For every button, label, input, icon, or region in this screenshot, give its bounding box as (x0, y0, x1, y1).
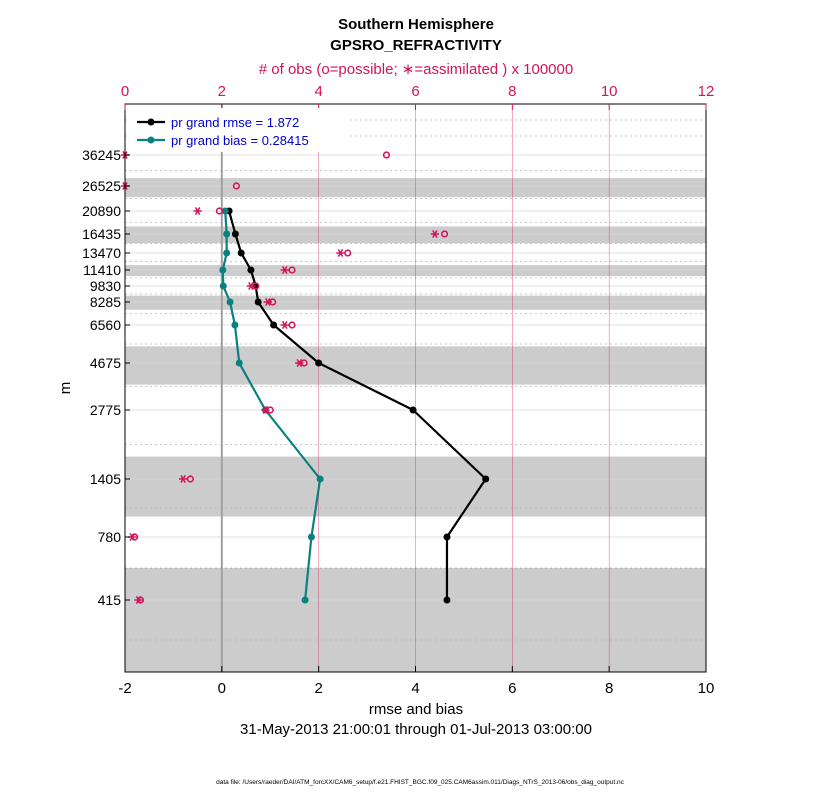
bias-point (316, 475, 324, 483)
obs-possible-mark (288, 266, 296, 274)
rmse-point (254, 298, 262, 306)
rmse-point (315, 359, 323, 367)
left-tick-label: 8285 (90, 294, 121, 310)
footer-data-file: data file: /Users/raeder/DAI/ATM_forcXX/… (216, 779, 625, 786)
obs-assimilated-mark (430, 229, 440, 239)
rmse-point (443, 533, 451, 541)
rmse-point (443, 596, 451, 604)
bottom-tick-label: 6 (508, 680, 516, 697)
left-tick-label: 16435 (82, 226, 121, 242)
obs-count-marks (120, 150, 449, 605)
left-tick-label: 20890 (82, 203, 121, 219)
obs-assimilated-mark (246, 281, 256, 291)
bias-point (307, 533, 315, 541)
rmse-point (409, 406, 417, 414)
asterisk-stroke (248, 281, 254, 291)
bias-point (221, 207, 229, 215)
left-tick-label: 6560 (90, 317, 121, 333)
obs-possible-mark (288, 321, 296, 329)
left-tick-label: 415 (98, 592, 122, 608)
top-tick-label: 2 (218, 83, 226, 100)
legend-rmse-label: pr grand rmse = 1.872 (171, 115, 299, 130)
asterisk-stroke (180, 474, 186, 484)
bottom-tick-label: 8 (605, 680, 613, 697)
bottom-tick-label: 10 (698, 680, 715, 697)
top-axis-label: # of obs (o=possible; ∗=assimilated ) x … (259, 61, 573, 78)
asterisk-stroke (194, 206, 201, 216)
asterisk-stroke (262, 405, 269, 415)
left-tick-label: 1405 (90, 471, 121, 487)
obs-assimilated-mark (263, 297, 273, 307)
obs-possible-mark (186, 475, 194, 483)
rmse-point (247, 266, 255, 274)
bias-point (231, 321, 239, 329)
obs-possible-mark (215, 207, 224, 215)
obs-assimilated-mark (280, 265, 289, 275)
bottom-tick-label: 0 (218, 680, 226, 697)
legend-rmse-marker (147, 118, 155, 126)
bias-point (219, 282, 227, 290)
obs-assimilated-mark (178, 474, 188, 484)
left-tick-label: 2775 (90, 402, 121, 418)
bottom-tick-label: 2 (314, 680, 322, 697)
chart-title: Southern Hemisphere (338, 16, 494, 33)
legend-bias-marker (147, 136, 155, 144)
asterisk-stroke (129, 532, 136, 542)
bias-point (301, 596, 309, 604)
top-tick-label: 0 (121, 83, 129, 100)
obs-possible-mark (382, 151, 391, 159)
bottom-tick-label: -2 (118, 680, 131, 697)
rmse-point (482, 475, 490, 483)
obs-assimilated-mark (280, 320, 289, 330)
legend-bias-label: pr grand bias = 0.28415 (171, 133, 309, 148)
bottom-axis-ticks: -2 0 2 4 6 8 10 (118, 666, 714, 697)
top-tick-label: 12 (698, 83, 715, 100)
left-axis-ticks: 415 780 1405 2775 4675 6560 828598301141013470… (82, 147, 130, 608)
obs-assimilated-mark (295, 358, 304, 368)
left-tick-label: 26525 (82, 178, 121, 194)
top-tick-label: 4 (314, 83, 322, 100)
left-tick-label: 36245 (82, 147, 121, 163)
left-tick-label: 780 (98, 529, 122, 545)
x-axis-label: rmse and bias (369, 701, 463, 718)
left-tick-label: 13470 (82, 245, 121, 261)
top-tick-label: 10 (601, 83, 618, 100)
asterisk-stroke (135, 595, 142, 605)
top-tick-label: 6 (411, 83, 419, 100)
asterisk-stroke (337, 248, 344, 258)
bottom-tick-label: 4 (411, 680, 419, 697)
top-tick-label: 8 (508, 83, 516, 100)
left-tick-label: 11410 (83, 262, 121, 278)
asterisk-stroke (296, 358, 303, 368)
legend-box (127, 108, 349, 152)
date-range: 31-May-2013 21:00:01 through 01-Jul-2013… (240, 721, 592, 738)
obs-assimilated-mark (336, 248, 345, 258)
bias-point (223, 230, 231, 238)
rmse-point (231, 230, 239, 238)
rmse-point (270, 321, 278, 329)
asterisk-stroke (282, 265, 288, 275)
asterisk-stroke (265, 297, 271, 307)
left-tick-label: 4675 (90, 355, 121, 371)
top-axis-ticks: 0 2 4 6 8 10 12 (121, 83, 715, 110)
obs-assimilated-mark (261, 405, 270, 415)
obs-possible-mark (232, 182, 240, 190)
chart-subtitle: GPSRO_REFRACTIVITY (330, 37, 502, 54)
bias-point (223, 249, 231, 257)
obs-possible-mark (344, 249, 352, 257)
bias-point (226, 298, 234, 306)
bias-point (219, 266, 227, 274)
obs-assimilated-mark (193, 206, 202, 216)
rmse-point (237, 249, 245, 257)
asterisk-stroke (432, 229, 438, 239)
bias-point (235, 359, 243, 367)
left-tick-label: 9830 (90, 278, 121, 294)
obs-possible-mark (440, 230, 449, 238)
obs-assimilated-mark (134, 595, 143, 605)
y-axis-label: m (57, 382, 74, 395)
asterisk-stroke (282, 320, 288, 330)
legend: pr grand rmse = 1.872 pr grand bias = 0.… (127, 108, 349, 152)
